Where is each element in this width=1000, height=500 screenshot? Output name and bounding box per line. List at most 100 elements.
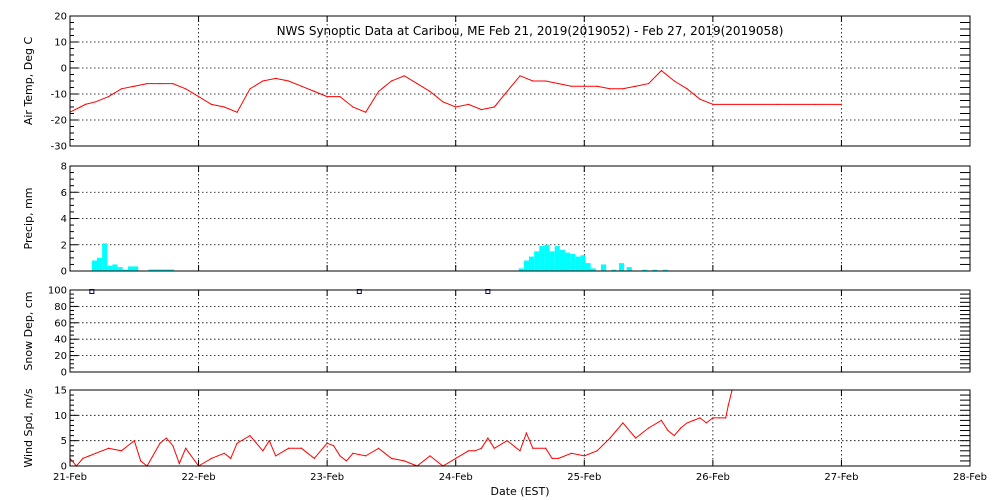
y-tick-label: 15 (54, 386, 67, 397)
y-tick-label: 2 (61, 240, 67, 251)
y-tick-label: 0 (61, 462, 67, 473)
y-tick-label: 10 (54, 411, 67, 422)
wind-point (365, 455, 367, 457)
temp-point (840, 103, 843, 105)
wind-point (712, 417, 714, 419)
temp-point (429, 90, 431, 92)
precip-bar (133, 266, 139, 271)
temp-point (673, 80, 675, 82)
precip-bar (148, 269, 154, 271)
wind-point (686, 422, 688, 424)
wind-point (493, 447, 495, 449)
wind-point (82, 457, 84, 459)
temp-point (442, 101, 444, 103)
panel-frame (69, 389, 971, 467)
precip-bar (559, 250, 565, 271)
temp-point (146, 83, 148, 85)
wind-point (95, 452, 97, 454)
wind-point (88, 455, 90, 457)
wind-point (262, 450, 264, 452)
y-tick-label: 6 (61, 188, 67, 199)
y-tick-label: 4 (61, 214, 67, 225)
wind-point (390, 457, 393, 459)
temp-point (532, 80, 534, 82)
temp-point (262, 80, 264, 82)
temp-point (172, 83, 174, 85)
wind-point (223, 452, 225, 454)
wind-point (532, 447, 534, 449)
wind-point (165, 437, 168, 439)
wind-point (172, 445, 174, 447)
temp-point (236, 111, 238, 113)
wind-point (249, 435, 251, 437)
precip-bar (570, 253, 576, 271)
wind-point (622, 422, 624, 424)
temp-point (557, 83, 560, 85)
y-tick-label: 80 (54, 302, 67, 313)
temp-point (84, 103, 87, 105)
y-tick-label: 8 (61, 162, 67, 173)
wind-point (107, 447, 110, 449)
wind-point (210, 457, 213, 459)
wind-point (583, 455, 585, 457)
temp-point (197, 96, 200, 98)
wind-point (506, 440, 508, 442)
wind-point (596, 450, 598, 452)
temp-point (390, 80, 393, 82)
temp-point (79, 106, 81, 108)
temp-point (712, 103, 714, 105)
precip-bar (601, 264, 607, 271)
temp-point (455, 106, 457, 108)
y-tick-label: -10 (51, 90, 67, 101)
precip-bar (565, 252, 571, 271)
wind-point (725, 417, 727, 419)
panel-frame (69, 15, 971, 147)
chart-title: NWS Synoptic Data at Caribou, ME Feb 21,… (277, 24, 784, 38)
precip-bar (580, 255, 586, 271)
precip-bar (611, 269, 617, 271)
wind-point (300, 447, 303, 449)
temp-point (570, 85, 573, 87)
temp-point (339, 96, 341, 98)
precip-bar (117, 267, 123, 271)
precip-bar (642, 269, 648, 271)
precip-bar (549, 251, 555, 271)
temp-point (313, 90, 315, 92)
temp-point (596, 85, 598, 87)
temp-point (159, 83, 161, 85)
temp-point (776, 103, 778, 105)
wind-point (326, 442, 328, 444)
temp-point (287, 80, 290, 82)
x-tick-label: 22-Feb (182, 472, 216, 483)
precip-bar (163, 269, 169, 271)
temp-point (377, 90, 380, 92)
y-tick-label: -20 (51, 116, 67, 127)
temp-point (275, 77, 277, 79)
precip-bar (169, 269, 175, 271)
precip-bar (662, 269, 668, 271)
y-tick-label: 100 (48, 286, 67, 297)
panel-snow: 0 20 40 60 80 100 Snow Dep, cm (22, 286, 971, 379)
wind-point (570, 452, 573, 454)
precip-bar (585, 263, 591, 271)
wind-point (467, 450, 470, 452)
precip-bar (529, 256, 535, 271)
wind-point (727, 404, 729, 406)
wind-point (718, 417, 720, 419)
wind-point (403, 460, 405, 462)
wind-point (268, 440, 270, 442)
wind-point (332, 445, 335, 447)
precip-bar (554, 246, 560, 271)
temp-point (506, 90, 508, 92)
wind-point (551, 457, 553, 459)
y-tick-label: 0 (61, 267, 67, 278)
temp-point (210, 103, 213, 105)
y-tick-label: 0 (61, 368, 67, 379)
temp-point (622, 88, 624, 90)
temp-point (185, 88, 187, 90)
wind-point (236, 442, 238, 444)
temp-point (609, 88, 611, 90)
precip-bar (544, 244, 550, 271)
x-tick-label: 27-Feb (824, 472, 858, 483)
